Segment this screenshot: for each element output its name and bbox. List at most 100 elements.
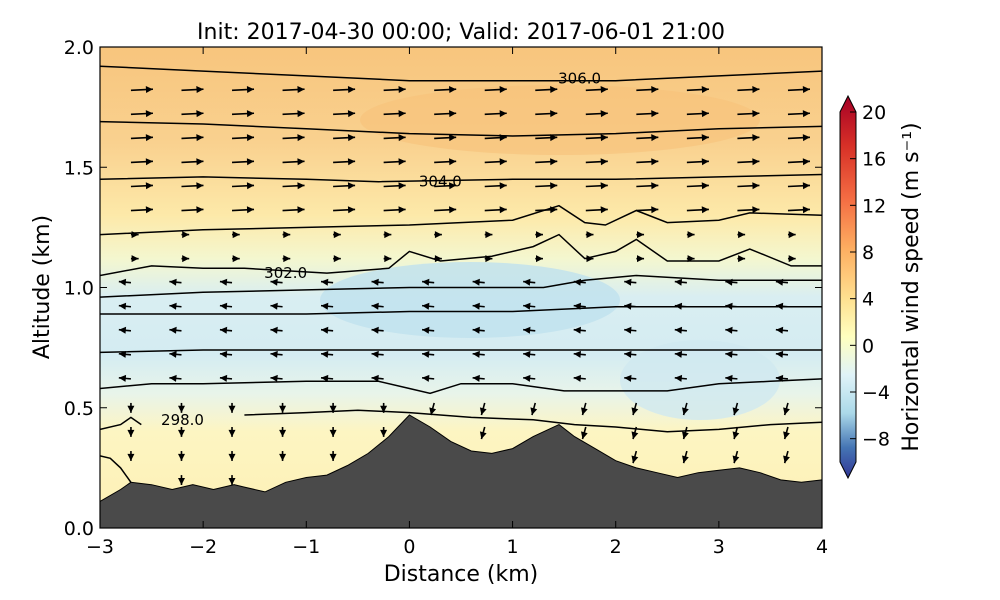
wind-vector-head [472, 374, 480, 382]
wind-vector-head [434, 231, 442, 239]
wind-vector-head [775, 350, 784, 358]
x-tick-label: 4 [816, 536, 828, 558]
theta-contour-line [100, 416, 142, 431]
wind-vector-head [523, 374, 531, 382]
wind-vector-head [674, 278, 683, 286]
contour-label: 298.0 [161, 411, 204, 429]
x-tick-label: −2 [189, 536, 217, 558]
wind-vector-head [219, 302, 228, 310]
y-tick-label: 1.0 [64, 278, 94, 300]
y-tick-label: 2.0 [64, 37, 94, 59]
wind-vector-head [775, 374, 784, 382]
wind-vector-head [651, 110, 659, 118]
wind-vector-head [297, 182, 305, 190]
wind-vector-head [270, 374, 278, 382]
wind-vector-head [329, 429, 337, 437]
wind-vector-head [651, 86, 659, 93]
wind-vector-head [371, 350, 379, 358]
wind-vector-head [581, 407, 588, 415]
wind-vector-head [701, 182, 709, 190]
wind-vector-head [347, 158, 356, 166]
wind-vector-head [347, 110, 356, 118]
wind-vector-head [600, 110, 608, 118]
wind-vector-head [725, 302, 733, 310]
wind-vector-head [687, 231, 695, 239]
colorbar-tick-label: 8 [862, 242, 874, 264]
wind-vector-head [196, 134, 204, 142]
wind-vector-head [523, 278, 531, 286]
wind-vector-head [333, 231, 341, 239]
x-tick-label: −1 [292, 536, 320, 558]
wind-vector-head [485, 255, 493, 263]
wind-vector-head [783, 455, 790, 464]
wind-vector-head [783, 431, 790, 440]
negative-wind-core [320, 262, 620, 338]
wind-vector-head [321, 302, 329, 310]
wind-vector-head [196, 206, 204, 214]
wind-vector-head [449, 86, 457, 93]
colorbar-tick-label: 20 [862, 102, 886, 124]
wind-vector-head [499, 86, 507, 93]
wind-vector-head [499, 134, 507, 142]
wind-vector-head [701, 134, 709, 142]
wind-vector-head [573, 350, 581, 358]
wind-vector-head [169, 302, 177, 310]
wind-vector-head [169, 350, 177, 358]
colorbar-ticks: 20 16 12 8 4 0 −4 −8 [850, 102, 890, 451]
terrain [100, 414, 822, 528]
theta-contour-line [100, 173, 822, 183]
wind-vector-head [371, 326, 379, 334]
wind-vector-head [283, 231, 291, 239]
wind-vector-head [725, 350, 733, 358]
wind-vector-head [384, 255, 392, 263]
theta-contour-line [100, 120, 822, 137]
wind-vector-head [550, 134, 558, 142]
wind-vector-head [279, 405, 287, 413]
x-tick-label: 2 [610, 536, 622, 558]
wind-vector-head [631, 407, 639, 415]
wind-vector-head [228, 453, 236, 461]
chart-title: Init: 2017-04-30 00:00; Valid: 2017-06-0… [197, 20, 725, 45]
wind-vector-head [347, 134, 356, 142]
wind-vector-head [449, 182, 457, 190]
plot-area: 306.0 304.0 302.0 298.0 [100, 47, 822, 528]
wind-vector-head [479, 431, 487, 440]
wind-vector-head [347, 182, 356, 190]
x-tick-label: 3 [713, 536, 725, 558]
wind-vector-head [371, 278, 379, 286]
wind-vector-head [788, 231, 796, 239]
wind-vector-head [752, 182, 760, 190]
wind-vector-head [371, 374, 379, 382]
wind-vector-head [682, 431, 689, 440]
wind-vector-head [232, 255, 240, 263]
wind-vector-head [802, 158, 810, 166]
wind-vector-head [118, 278, 127, 286]
wind-vector-head [752, 206, 760, 214]
wind-vector-head [775, 302, 784, 310]
wind-vector-head [127, 453, 135, 461]
wind-vector-head [196, 86, 204, 93]
wind-vector-head [422, 326, 430, 334]
wind-vector-head [530, 407, 538, 415]
wind-vector-head [118, 302, 127, 310]
wind-vector-head [775, 326, 784, 334]
wind-vector-head [674, 374, 683, 382]
wind-vector-head [449, 134, 457, 142]
wind-vector-head [333, 255, 341, 263]
colorbar-label: Horizontal wind speed (m s⁻¹) [899, 122, 924, 451]
wind-vector-head [321, 326, 329, 334]
wind-vector-head [246, 158, 254, 166]
wind-vector-head [449, 158, 457, 166]
wind-vector-head [732, 455, 740, 464]
wind-vector-head [550, 206, 558, 214]
wind-vector-head [573, 278, 581, 286]
y-axis-label: Altitude (km) [30, 215, 55, 359]
wind-vector-head [169, 326, 177, 334]
wind-vector-head [329, 453, 337, 461]
wind-vector-head [398, 182, 406, 190]
wind-vector-head [550, 86, 558, 93]
wind-vector-head [550, 158, 558, 166]
wind-vector-head [246, 206, 254, 214]
wind-vector-head [127, 429, 135, 437]
wind-vector-head [499, 206, 507, 214]
